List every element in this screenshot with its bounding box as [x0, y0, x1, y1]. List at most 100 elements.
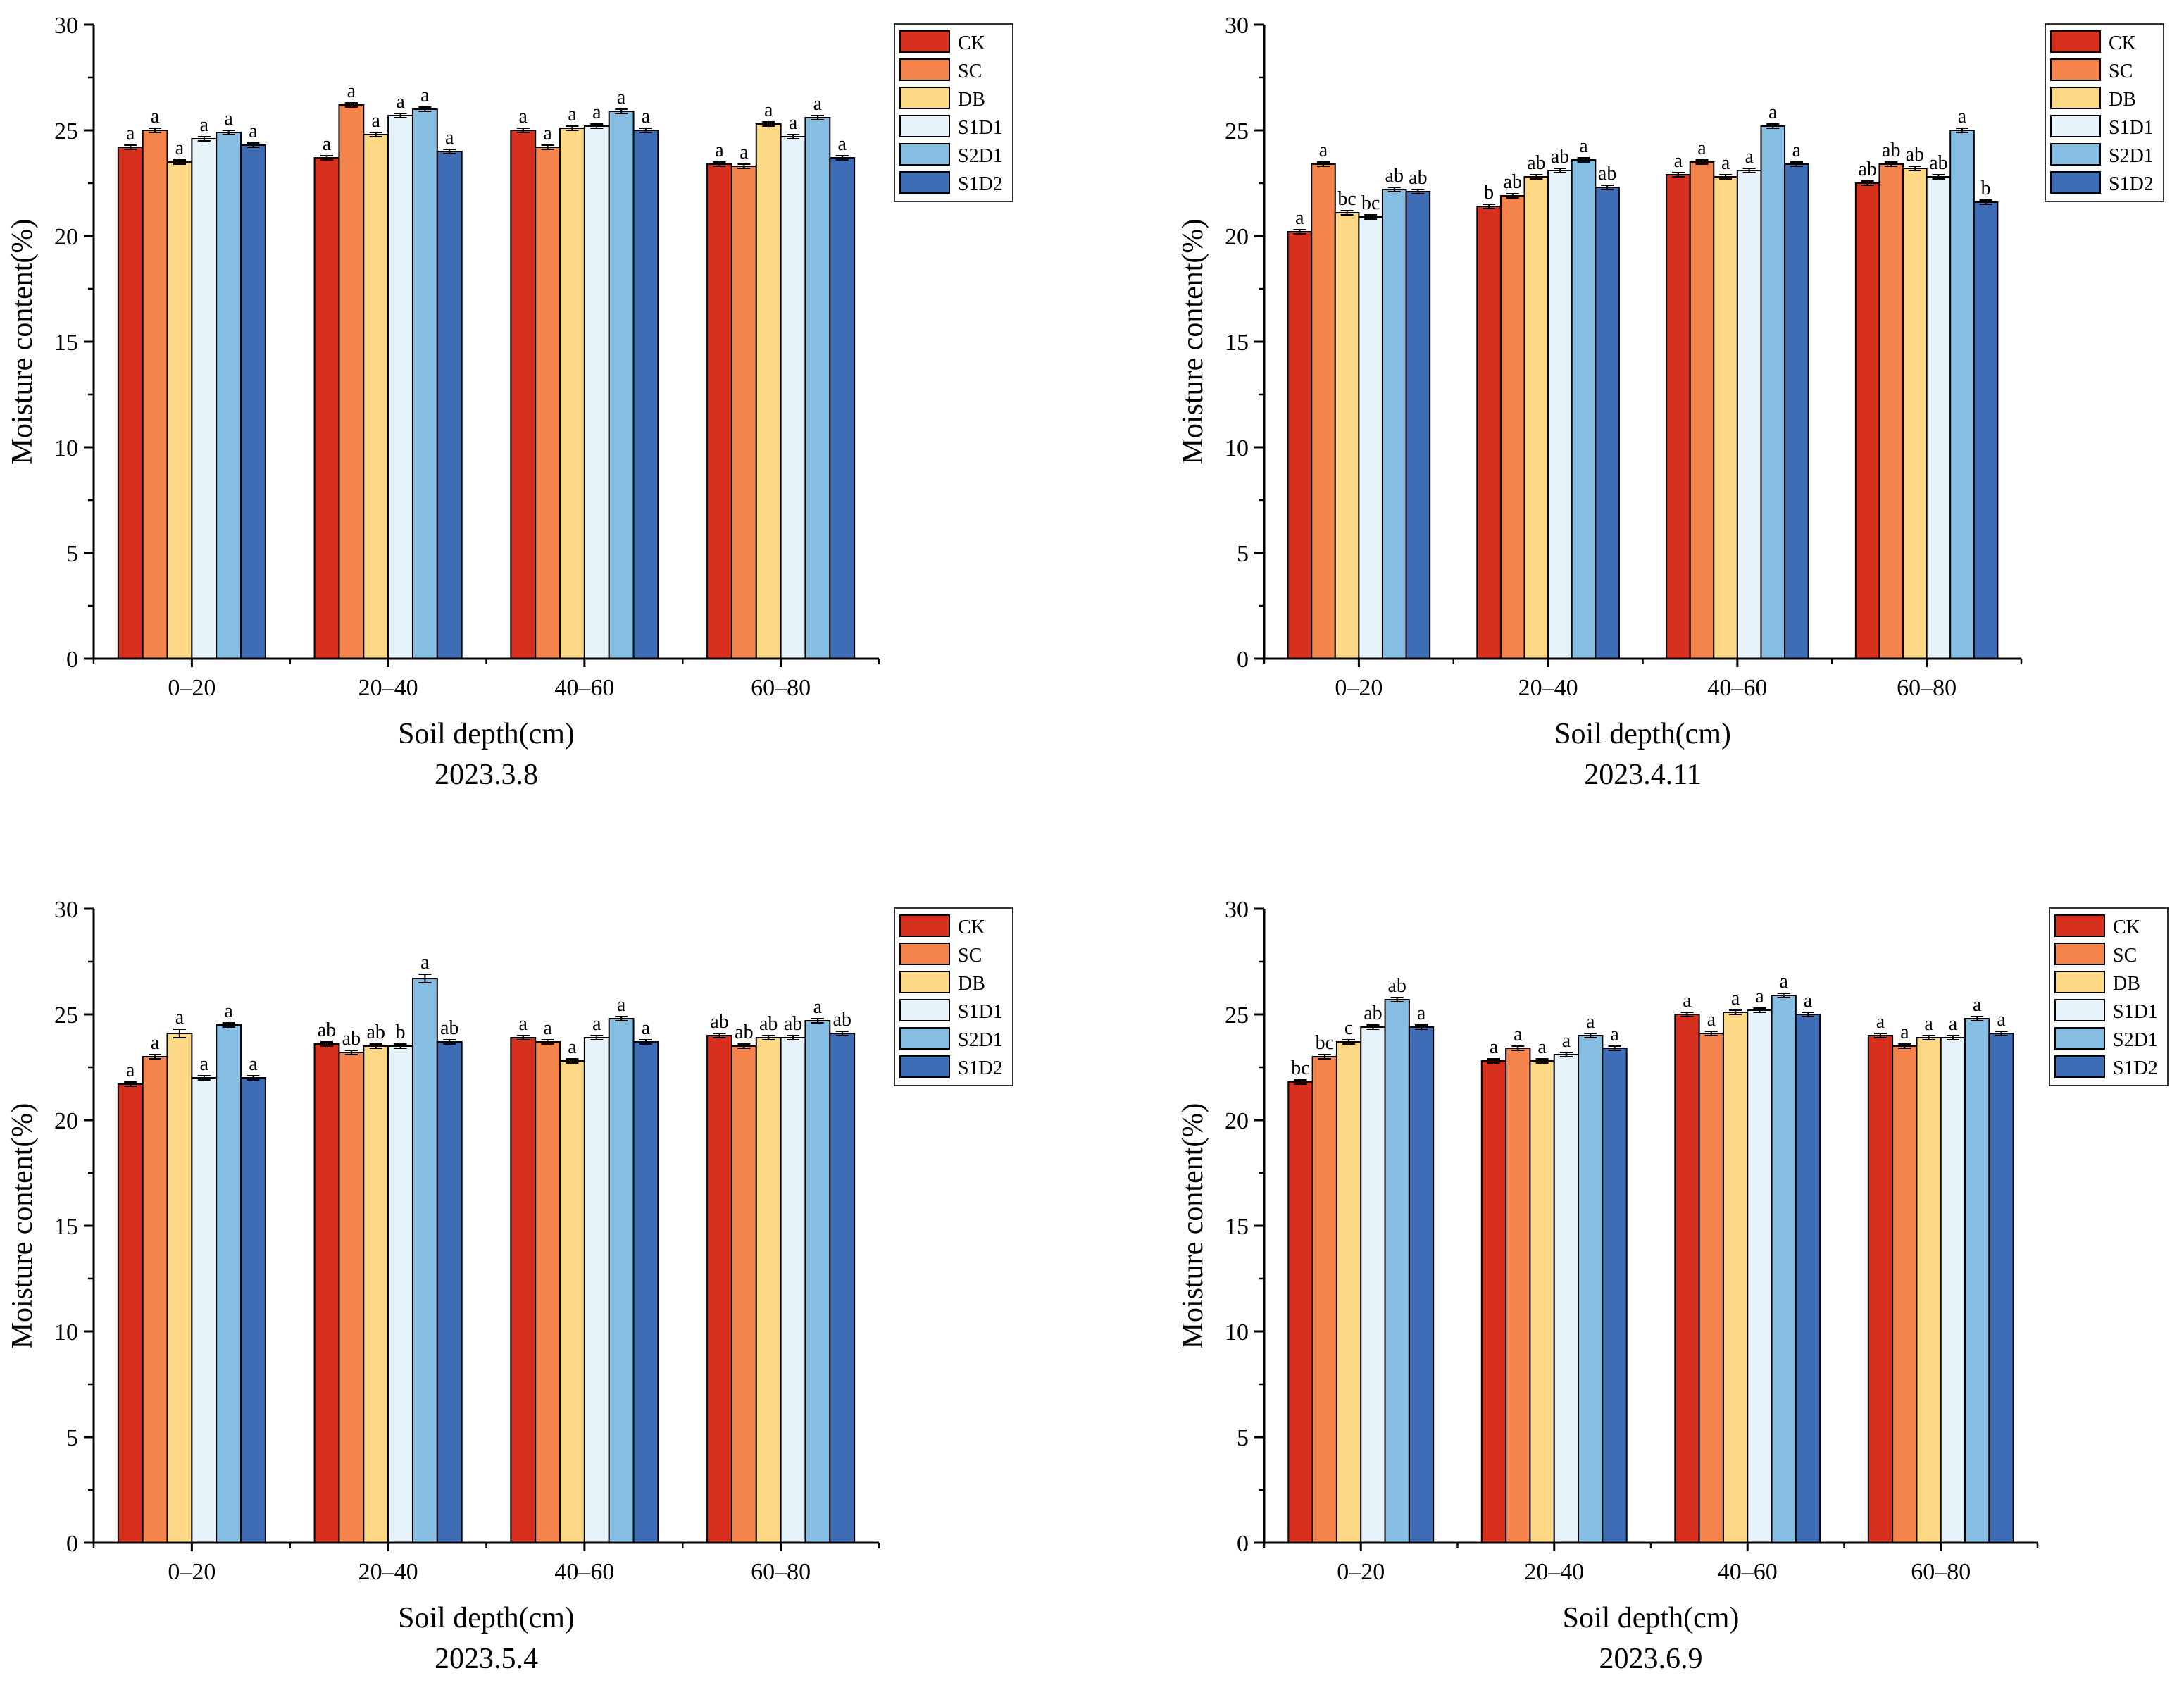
x-tick-label: 0–20 — [168, 1559, 216, 1585]
significance-label: a — [1949, 1013, 1958, 1035]
significance-label: a — [617, 994, 626, 1016]
bar-SC-1 — [338, 1052, 365, 1543]
bar-S2D1-3 — [804, 1020, 831, 1543]
y-axis-title: Moisture content(%) — [6, 219, 39, 465]
bar-SC-2 — [1689, 161, 1715, 659]
significance-label: ab — [366, 1021, 385, 1043]
y-tick-label: 20 — [54, 224, 78, 250]
legend: CK SC DB S1D1 S2D1 S1D2 — [2045, 23, 2164, 202]
bar-DB-3 — [1902, 168, 1928, 659]
legend-swatch-S1D2 — [899, 171, 950, 194]
significance-label: a — [1579, 135, 1588, 157]
legend-label-S1D2: S1D2 — [958, 1057, 1003, 1079]
legend-swatch-CK — [2050, 30, 2101, 53]
bar-S1D2-2 — [1784, 163, 1809, 659]
legend-swatch-CK — [899, 30, 950, 53]
significance-label: ab — [1598, 163, 1616, 185]
y-tick-label: 15 — [54, 1214, 78, 1240]
significance-label: ab — [1882, 139, 1900, 161]
bar-CK-2 — [510, 1037, 537, 1543]
significance-label: a — [543, 123, 552, 144]
significance-label: a — [224, 1000, 233, 1022]
legend-label-S1D2: S1D2 — [2113, 1057, 2158, 1079]
bar-S1D2-1 — [1595, 187, 1620, 659]
bar-S2D1-0 — [1384, 999, 1410, 1543]
legend-label-S1D1: S1D1 — [2109, 117, 2154, 139]
significance-label: a — [1697, 137, 1706, 159]
significance-label: a — [175, 1007, 185, 1029]
legend-label-DB: DB — [958, 89, 985, 111]
legend-label-DB: DB — [958, 973, 985, 995]
bar-S2D1-2 — [608, 111, 635, 659]
x-axis-title: Soil depth(cm) — [1563, 1602, 1740, 1634]
bar-DB-2 — [559, 1060, 585, 1543]
significance-label: a — [249, 120, 258, 142]
bar-CK-3 — [1867, 1035, 1894, 1543]
bar-CK-2 — [1674, 1014, 1700, 1543]
y-tick-label: 15 — [1225, 330, 1249, 356]
significance-label: a — [519, 1013, 528, 1035]
significance-label: a — [1958, 106, 1967, 128]
significance-label: a — [592, 1013, 601, 1035]
bar-S1D2-0 — [1408, 1026, 1435, 1543]
legend-swatch-SC — [899, 58, 950, 81]
x-axis-title: Soil depth(cm) — [398, 718, 575, 750]
bar-DB-1 — [363, 134, 389, 659]
bar-S1D2-3 — [829, 157, 856, 659]
significance-label: a — [1562, 1030, 1571, 1052]
y-tick-label: 20 — [1225, 1108, 1249, 1134]
bar-DB-1 — [363, 1045, 389, 1543]
x-tick-label: 40–60 — [1718, 1559, 1778, 1585]
x-tick-label: 60–80 — [1897, 675, 1957, 701]
bar-SC-3 — [1878, 163, 1904, 659]
bar-SC-0 — [142, 130, 168, 659]
significance-label: a — [396, 91, 405, 113]
significance-label: a — [1997, 1009, 2006, 1031]
significance-label: a — [1319, 139, 1328, 161]
legend-swatch-S1D1 — [2050, 115, 2101, 137]
x-axis-title: Soil depth(cm) — [1554, 718, 1731, 750]
bar-S1D1-0 — [1360, 1026, 1386, 1543]
significance-label: a — [1417, 1002, 1426, 1024]
significance-label: a — [1490, 1036, 1499, 1058]
significance-label: a — [764, 99, 773, 121]
bar-DB-2 — [1722, 1012, 1749, 1543]
y-tick-label: 25 — [54, 118, 78, 144]
chart-date: 2023.5.4 — [435, 1643, 538, 1675]
significance-label: a — [200, 1053, 209, 1075]
significance-label: a — [642, 106, 651, 128]
x-tick-label: 60–80 — [751, 675, 811, 701]
significance-label: a — [126, 1060, 135, 1081]
y-tick-label: 30 — [1225, 897, 1249, 923]
y-tick-label: 10 — [1225, 1319, 1249, 1346]
bar-DB-0 — [1335, 1041, 1362, 1543]
y-tick-label: 5 — [1237, 541, 1249, 567]
significance-label: ab — [342, 1028, 361, 1050]
bar-DB-2 — [559, 128, 585, 659]
bar-S1D2-2 — [632, 130, 659, 659]
bar-S1D2-3 — [1973, 201, 1999, 659]
bar-DB-0 — [1334, 212, 1360, 659]
significance-label: a — [1780, 971, 1789, 993]
significance-label: ab — [1858, 159, 1876, 180]
legend-swatch-S1D2 — [2054, 1055, 2105, 1078]
legend-swatch-S1D2 — [899, 1055, 950, 1078]
bar-CK-3 — [706, 1035, 732, 1543]
legend: CK SC DB S1D1 S2D1 S1D2 — [2049, 907, 2169, 1086]
y-tick-label: 20 — [54, 1108, 78, 1134]
bar-S1D1-3 — [1940, 1037, 1966, 1543]
bar-DB-2 — [1713, 176, 1738, 659]
significance-label: a — [1876, 1011, 1885, 1033]
legend-label-S2D1: S2D1 — [958, 1029, 1003, 1051]
significance-label: a — [617, 87, 626, 108]
y-axis-title: Moisture content(%) — [1177, 1103, 1209, 1349]
significance-label: a — [151, 106, 160, 128]
legend-label-DB: DB — [2113, 973, 2140, 995]
legend-label-SC: SC — [958, 945, 982, 967]
y-tick-label: 10 — [54, 1319, 78, 1346]
bar-SC-0 — [1311, 163, 1336, 659]
significance-label: b — [396, 1021, 406, 1043]
significance-label: a — [126, 123, 135, 144]
